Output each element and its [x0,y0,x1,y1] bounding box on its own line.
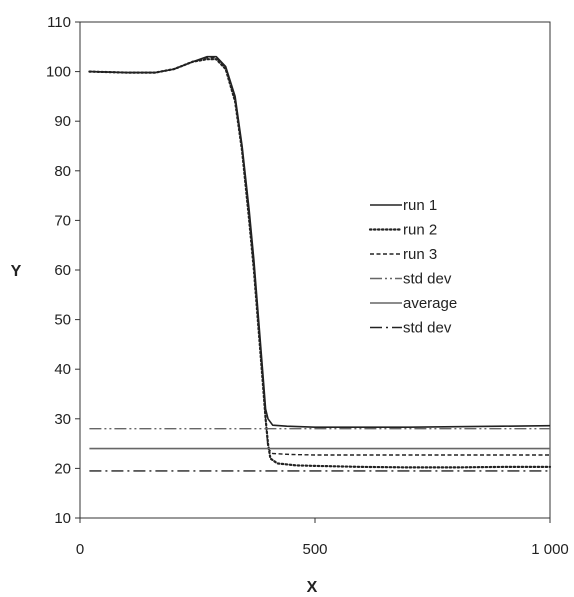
x-tick-label: 0 [76,541,84,558]
legend-label: std dev [403,271,452,288]
legend-label: average [403,295,457,312]
y-tick-label: 60 [54,262,71,279]
x-axis-title: X [307,579,318,596]
plot-frame [79,21,551,519]
x-tick-label: 1 000 [531,541,569,558]
y-tick-label: 80 [54,163,71,180]
y-tick-label: 50 [54,312,71,329]
plot-area [79,21,551,519]
series-line-3 [89,57,550,456]
x-axis: 0 500 1 000 [76,518,569,558]
y-tick-label: 110 [47,14,71,31]
legend-label: run 1 [403,197,437,214]
y-tick-label: 100 [46,64,71,81]
series-line-1 [89,55,551,429]
y-tick-label: 40 [54,361,71,378]
y-tick-label: 10 [54,510,71,527]
y-tick-label: 20 [54,460,71,477]
y-axis-title: Y [11,263,22,280]
legend-label: run 3 [403,246,437,263]
y-axis: 10 20 30 40 50 60 70 80 90 100 110 [46,14,80,527]
series-line-2 [88,58,552,469]
legend-label: std dev [403,320,452,337]
legend: run 1 run 2 run 3 std dev average std dev [368,197,457,337]
series-layer [88,55,552,472]
y-tick-label: 90 [54,113,71,130]
y-tick-label: 30 [54,411,71,428]
y-tick-label: 70 [54,212,71,229]
x-tick-label: 500 [302,541,327,558]
legend-label: run 2 [403,222,437,239]
